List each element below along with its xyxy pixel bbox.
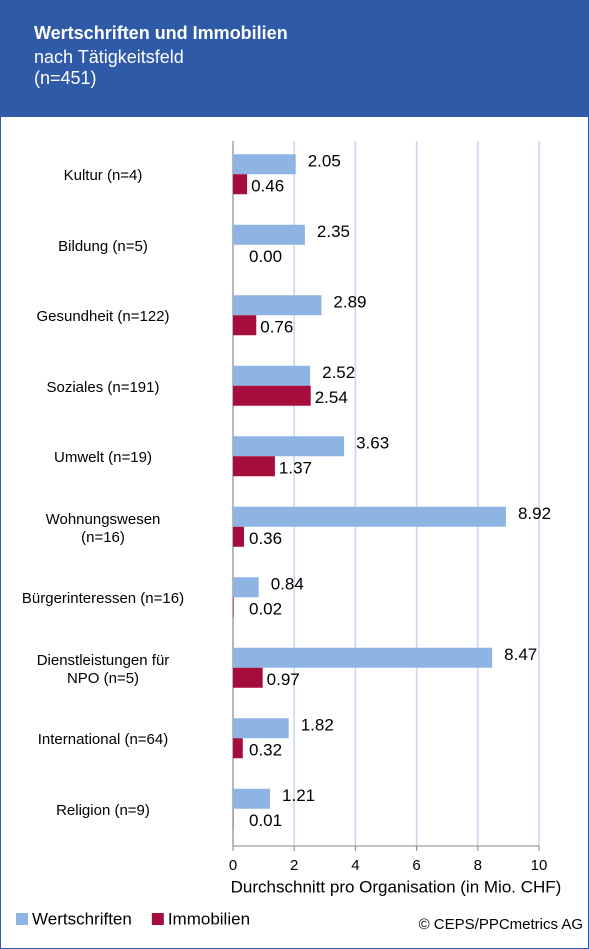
data-label: 0.02: [249, 600, 282, 619]
y-tick-label: Bürgerinteressen (n=16): [21, 590, 185, 608]
x-tick-label: 8: [474, 857, 482, 874]
data-label: 0.01: [249, 811, 282, 830]
y-tick-label: Dienstleistungen für NPO (n=5): [36, 651, 170, 687]
bar: [233, 154, 296, 175]
bar: [233, 385, 311, 406]
data-label: 1.21: [282, 786, 315, 805]
source: © CEPS/PPCmetrics AG: [419, 916, 583, 933]
legend-label: Immobilien: [168, 909, 250, 928]
data-label: 0.46: [251, 177, 284, 196]
bar: [233, 224, 305, 245]
y-tick-label: Religion (n=9): [56, 801, 150, 819]
x-tick-label: 2: [290, 857, 298, 874]
bar: [233, 174, 248, 195]
bar: [233, 526, 245, 547]
y-tick-label: Kultur (n=4): [63, 167, 143, 185]
legend-swatch: [16, 913, 28, 925]
legend-label: Wertschriften: [32, 909, 132, 928]
x-tick-label: 10: [531, 857, 548, 874]
y-tick-label: Bildung (n=5): [58, 237, 148, 255]
data-label: 0.32: [249, 741, 282, 760]
data-label: 2.35: [317, 222, 350, 241]
x-tick-label: 6: [412, 857, 420, 874]
legend-swatch: [151, 913, 164, 925]
chart-title: Wertschriften und Immobilien: [34, 23, 288, 43]
chart-subtitle: nach Tätigkeitsfeld (n=451): [34, 47, 184, 88]
data-label: 1.37: [279, 459, 312, 478]
y-tick-label: International (n=64): [37, 731, 169, 749]
data-label: 2.89: [333, 293, 366, 312]
data-label: 3.63: [356, 434, 389, 453]
bar: [233, 456, 275, 477]
bar: [233, 718, 289, 739]
x-axis-label: Durchschnitt pro Organisation (in Mio. C…: [231, 877, 562, 896]
y-tick-label: Umwelt (n=19): [54, 449, 152, 467]
data-label: 0.36: [249, 529, 282, 548]
bar: [233, 295, 322, 316]
data-label: 2.05: [308, 152, 341, 171]
bar: [233, 436, 345, 457]
bar: [233, 315, 257, 336]
y-tick-label: Gesundheit (n=122): [36, 308, 170, 326]
bar: [233, 577, 259, 598]
bar: [233, 667, 263, 688]
bar: [233, 647, 493, 668]
data-label: 0.84: [271, 575, 304, 594]
data-label: 0.97: [267, 670, 300, 689]
bar: [233, 738, 243, 759]
y-tick-label: Wohnungswesen (n=16): [45, 510, 161, 546]
data-label: 2.52: [322, 363, 355, 382]
bar: [233, 788, 271, 809]
data-label: 2.54: [315, 388, 348, 407]
bar: [233, 506, 506, 527]
header: Wertschriften und Immobilien nach Tätigk…: [1, 1, 588, 117]
data-label: 0.00: [249, 247, 282, 266]
data-label: 8.47: [504, 645, 537, 664]
bar: [233, 597, 234, 618]
bar: [233, 365, 311, 386]
data-label: 0.76: [260, 318, 293, 337]
y-tick-label: Soziales (n=191): [46, 378, 160, 396]
data-label: 1.82: [301, 716, 334, 735]
x-tick-label: 4: [351, 857, 359, 874]
x-tick-label: 0: [229, 857, 237, 874]
data-label: 8.92: [518, 504, 551, 523]
